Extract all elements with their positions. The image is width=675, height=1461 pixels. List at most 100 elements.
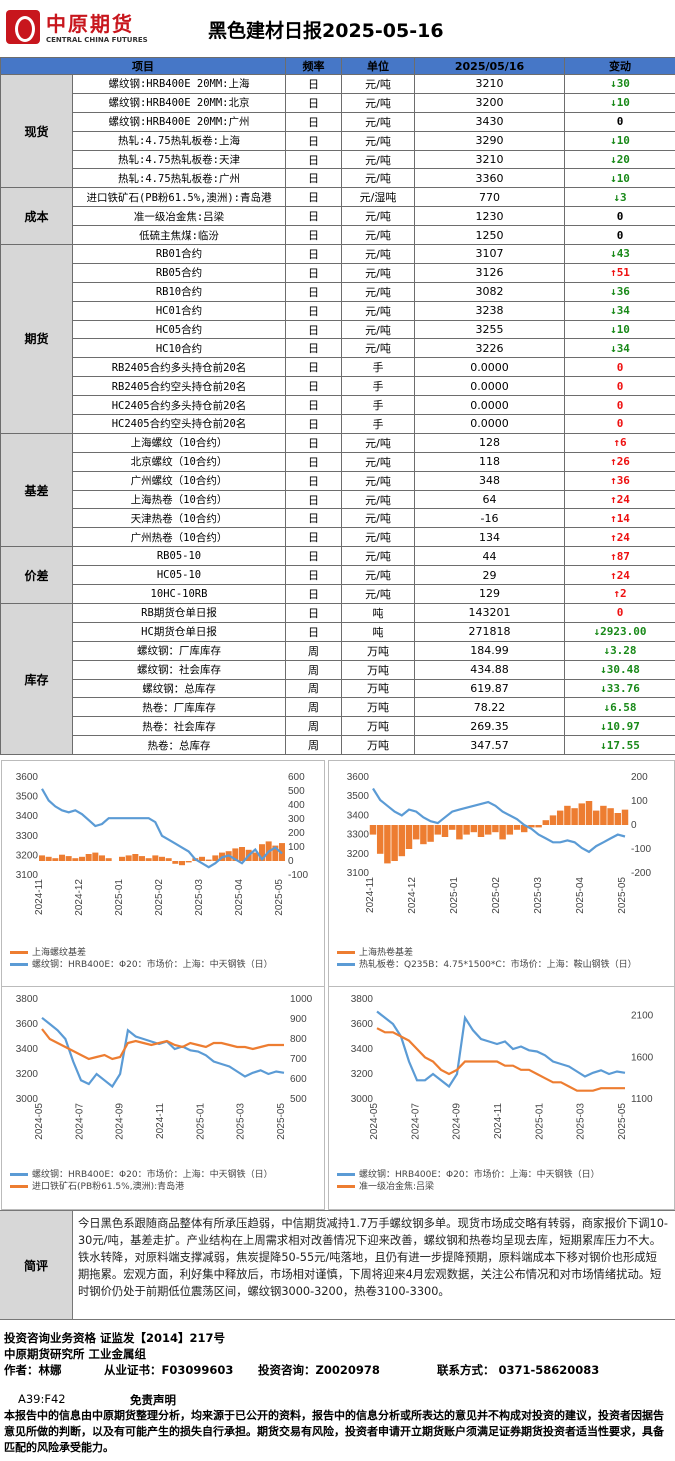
change-cell: 0 (564, 225, 675, 246)
category-cell: 基差 (0, 432, 73, 548)
x-tick: 2025-02 (491, 877, 502, 914)
change-cell: 0 (564, 206, 675, 227)
freq-cell: 周 (285, 735, 342, 756)
freq-cell: 周 (285, 659, 342, 680)
table-row: HC10合约日元/吨 3226 ↓34 (1, 338, 675, 359)
arrow-up-icon: ↑ (610, 493, 617, 507)
change-value: 0 (616, 360, 624, 374)
x-tick: 2024-11 (365, 877, 376, 913)
freq-cell: 日 (285, 470, 342, 491)
arrow-up-icon: ↑ (610, 511, 617, 525)
unit-cell: 万吨 (341, 678, 415, 699)
value-cell: 118 (414, 451, 565, 472)
y-tick-right: 1000 (290, 994, 313, 1005)
item-cell: 低硫主焦煤:临汾 (72, 225, 286, 246)
item-cell: HC05-10 (72, 565, 286, 586)
change-value: 24 (616, 568, 630, 582)
change-cell: 0 (564, 414, 675, 434)
item-cell: 螺纹钢:HRB400E 20MM:上海 (72, 74, 286, 94)
footer-code: A39:F42 (18, 1392, 66, 1406)
unit-cell: 元/吨 (341, 206, 415, 227)
x-tick: 2024-09 (452, 1103, 463, 1140)
change-value: 30 (616, 77, 630, 91)
change-value: 0 (616, 228, 624, 242)
value-cell: 129 (414, 584, 565, 604)
change-value: 14 (616, 511, 630, 525)
bar-mark (384, 825, 391, 864)
unit-cell: 元/吨 (341, 546, 415, 567)
freq-cell: 日 (285, 546, 342, 567)
value-cell: 0.0000 (414, 376, 565, 397)
arrow-down-icon: ↓ (610, 77, 617, 91)
category-cell: 库存 (0, 602, 73, 756)
y-tick-left: 3300 (347, 830, 370, 841)
change-value: 10.97 (606, 719, 640, 733)
freq-cell: 日 (285, 92, 342, 113)
bar-mark (499, 825, 506, 840)
report-header: 中原期货 CENTRAL CHINA FUTURES 黑色建材日报2025-05… (0, 0, 675, 56)
table-row: 库存 RB期货仓单日报日吨 143201 0 (0, 602, 675, 756)
item-cell: 螺纹钢:HRB400E 20MM:北京 (72, 92, 286, 113)
x-tick: 2025-03 (194, 879, 205, 916)
change-cell: ↑14 (564, 508, 675, 529)
bar-mark (556, 810, 564, 825)
unit-cell: 元/吨 (341, 262, 415, 283)
bar-mark (99, 855, 105, 861)
change-value: 6 (620, 436, 627, 450)
arrow-up-icon: ↑ (610, 266, 617, 280)
bar-mark (119, 856, 125, 861)
author: 作者：林娜 (4, 1363, 62, 1377)
table-row: 热卷：社会库存周万吨 269.35 ↓10.97 (1, 716, 675, 737)
bar-mark (434, 825, 442, 835)
unit-cell: 元/湿吨 (341, 187, 415, 208)
x-tick: 2024-11 (155, 1103, 166, 1139)
item-cell: 准一级冶金焦:吕梁 (72, 206, 286, 227)
bar-mark (125, 855, 132, 861)
value-cell: 3430 (414, 111, 565, 132)
freq-cell: 周 (285, 640, 342, 661)
change-value: 0 (616, 209, 624, 223)
table-row: RB2405合约空头持仓前20名日手 0.0000 0 (1, 376, 675, 397)
change-value: 30.48 (606, 663, 640, 677)
bar-mark (205, 859, 212, 861)
item-cell: HC2405合约多头持仓前20名 (72, 395, 286, 416)
unit-cell: 手 (341, 376, 415, 397)
category-cell: 价差 (0, 546, 73, 604)
bar-mark (52, 858, 59, 861)
table-row: 广州热卷（10合约）日元/吨 134 ↑24 (1, 527, 675, 548)
freq-cell: 日 (285, 281, 342, 302)
freq-cell: 日 (285, 432, 342, 453)
arrow-down-icon: ↓ (600, 663, 607, 677)
value-cell: 434.88 (414, 659, 565, 680)
x-tick: 2024-12 (407, 877, 418, 914)
y-tick-right: -100 (631, 844, 651, 855)
item-cell: HC2405合约空头持仓前20名 (72, 414, 286, 434)
change-cell: ↓3.28 (564, 640, 675, 661)
y-tick-left: 3800 (16, 994, 39, 1005)
value-cell: 3255 (414, 319, 565, 340)
x-tick: 2025-05 (274, 879, 285, 916)
x-tick: 2025-03 (533, 877, 544, 914)
table-row: 北京螺纹（10合约）日元/吨 118 ↑26 (1, 451, 675, 472)
bar-mark (549, 815, 557, 825)
table-row: 期货 RB01合约日元/吨 3107 ↓43 (0, 244, 675, 434)
change-value: 0 (616, 379, 624, 393)
change-value: 33.76 (606, 681, 640, 695)
table-row: 热轧:4.75热轧板卷:天津日元/吨 3210 ↓20 (1, 149, 675, 170)
value-cell: 619.87 (414, 678, 565, 699)
y-tick-left: 3600 (351, 1019, 374, 1030)
freq-cell: 日 (285, 262, 342, 283)
bar-mark (79, 856, 85, 861)
item-cell: RB2405合约多头持仓前20名 (72, 357, 286, 378)
x-tick: 2024-05 (369, 1103, 380, 1140)
table-row: 天津热卷（10合约）日元/吨 -16 ↑14 (1, 508, 675, 529)
change-value: 10 (616, 323, 630, 337)
y-tick-left: 3600 (347, 772, 370, 783)
freq-cell: 周 (285, 697, 342, 718)
arrow-down-icon: ↓ (603, 644, 611, 658)
change-cell: ↓30.48 (564, 659, 675, 680)
bar-mark (139, 856, 145, 861)
unit-cell: 手 (341, 414, 415, 434)
table-row: 热卷：总库存周万吨 347.57 ↓17.55 (1, 735, 675, 756)
unit-cell: 元/吨 (341, 451, 415, 472)
